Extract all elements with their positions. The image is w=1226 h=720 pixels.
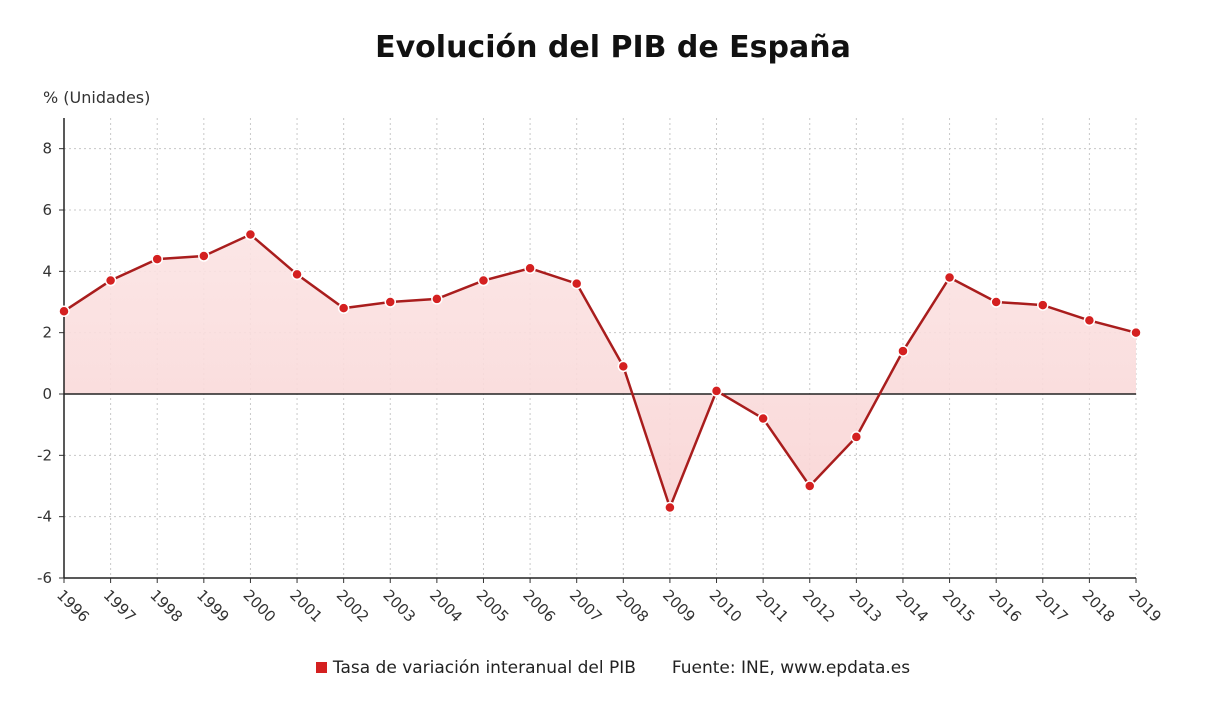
data-point	[477, 274, 490, 287]
data-point	[431, 293, 443, 305]
x-tick-label: 2002	[333, 586, 373, 626]
legend: Tasa de variación interanual del PIB Fuen…	[0, 658, 1226, 678]
x-tick-label: 2016	[985, 586, 1025, 626]
data-point	[664, 501, 676, 514]
x-tick-label: 2005	[473, 586, 513, 626]
x-tick-label: 2013	[846, 586, 886, 626]
x-tick-label: 2006	[519, 586, 559, 626]
data-point	[943, 271, 956, 284]
x-tick-label: 2019	[1125, 586, 1165, 626]
legend-series-label: Tasa de variación interanual del PIB	[332, 658, 636, 678]
data-point	[1083, 314, 1096, 327]
data-point	[244, 228, 257, 241]
data-point	[337, 302, 350, 314]
x-tick-label: 2004	[426, 586, 466, 626]
x-tick-label: 2012	[799, 586, 839, 626]
data-point	[757, 412, 769, 425]
data-point	[524, 262, 536, 275]
x-tick-label: 1999	[193, 586, 233, 626]
x-tick-label: 2001	[286, 586, 326, 626]
data-point	[1130, 326, 1142, 339]
y-tick-label: -4	[37, 508, 52, 526]
x-tick-label: 2018	[1079, 586, 1119, 626]
x-tick-label: 2000	[240, 586, 280, 626]
x-tick-label: 2011	[752, 586, 792, 626]
x-tick-label: 2017	[1032, 586, 1072, 626]
y-axis-label: % (Unidades)	[43, 88, 151, 107]
x-tick-label: 2015	[939, 586, 979, 626]
data-point	[104, 274, 117, 287]
y-tick-label: 8	[42, 140, 52, 158]
x-tick-label: 2014	[892, 586, 932, 626]
y-tick-label: 4	[42, 262, 52, 280]
data-point	[1037, 299, 1049, 311]
source-note: Fuente: INE, www.epdata.es	[671, 658, 911, 678]
data-point	[990, 296, 1002, 308]
y-tick-label: -6	[37, 569, 52, 587]
x-tick-label: 2010	[706, 586, 746, 626]
data-point	[151, 253, 163, 265]
y-tick-label: 0	[42, 385, 52, 403]
data-point	[384, 296, 397, 308]
x-tick-label: 2009	[659, 586, 699, 626]
data-point	[291, 268, 303, 281]
data-point	[617, 360, 630, 373]
data-point	[897, 345, 909, 357]
x-tick-label: 2007	[566, 586, 606, 626]
legend-swatch	[315, 662, 327, 673]
y-tick-label: 6	[42, 201, 52, 219]
data-point	[570, 277, 583, 290]
data-point	[850, 431, 863, 443]
y-tick-label: 2	[42, 324, 52, 342]
y-tick-label: -2	[37, 446, 52, 464]
data-point	[803, 480, 816, 492]
chart-title: Evolución del PIB de España	[375, 30, 851, 65]
x-tick-label: 1998	[146, 586, 186, 626]
x-tick-label: 2008	[612, 586, 652, 626]
x-tick-label: 1997	[100, 586, 140, 626]
data-point	[58, 305, 70, 317]
x-tick-label: 1996	[53, 586, 93, 626]
data-point	[198, 250, 210, 262]
area-fill	[64, 234, 1136, 508]
x-tick-label: 2003	[379, 586, 419, 626]
series-line	[63, 233, 1137, 512]
data-point	[710, 385, 723, 397]
